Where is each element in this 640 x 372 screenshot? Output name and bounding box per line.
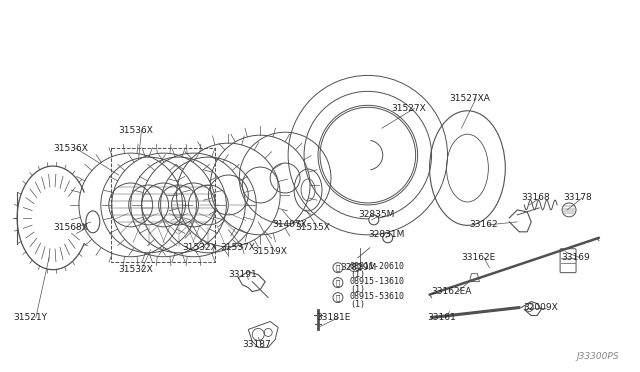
Text: 33162EA: 33162EA bbox=[431, 287, 472, 296]
Text: 32829M: 32829M bbox=[340, 263, 376, 272]
Text: 33162E: 33162E bbox=[461, 253, 496, 262]
Text: 31536X: 31536X bbox=[53, 144, 88, 153]
Text: 31521Y: 31521Y bbox=[13, 313, 47, 322]
Text: ⓜ: ⓜ bbox=[336, 279, 340, 286]
Text: 33161: 33161 bbox=[428, 313, 456, 322]
Text: 31527X: 31527X bbox=[392, 104, 426, 113]
Text: 31527XA: 31527XA bbox=[449, 94, 490, 103]
Text: 31519X: 31519X bbox=[252, 247, 287, 256]
Text: 08911-20610: 08911-20610 bbox=[350, 262, 405, 271]
Text: 31407X: 31407X bbox=[272, 220, 307, 230]
Text: ⓜ: ⓜ bbox=[336, 294, 340, 301]
Circle shape bbox=[383, 233, 393, 243]
Text: 31532X: 31532X bbox=[182, 243, 217, 252]
Text: 33178: 33178 bbox=[563, 193, 592, 202]
Text: 08915-53610: 08915-53610 bbox=[350, 292, 405, 301]
Text: 31515X: 31515X bbox=[295, 223, 330, 232]
Text: ⓝ: ⓝ bbox=[336, 264, 340, 271]
Text: 31537X: 31537X bbox=[220, 243, 255, 252]
Text: 32009X: 32009X bbox=[524, 303, 558, 312]
Text: 31536X: 31536X bbox=[119, 126, 154, 135]
Text: 31568X: 31568X bbox=[53, 223, 88, 232]
Text: 33191: 33191 bbox=[228, 270, 257, 279]
Text: (1): (1) bbox=[350, 285, 365, 294]
Circle shape bbox=[333, 278, 343, 288]
Text: 33162: 33162 bbox=[469, 220, 498, 230]
Text: J33300PS: J33300PS bbox=[577, 352, 619, 361]
Circle shape bbox=[333, 293, 343, 302]
Text: 32831M: 32831M bbox=[368, 230, 404, 239]
Circle shape bbox=[369, 215, 379, 225]
Text: 33187: 33187 bbox=[243, 340, 271, 349]
Text: 33168: 33168 bbox=[521, 193, 550, 202]
Text: (1): (1) bbox=[350, 300, 365, 309]
Text: 32835M: 32835M bbox=[358, 211, 394, 219]
Text: (1): (1) bbox=[350, 270, 365, 279]
Text: 31532X: 31532X bbox=[119, 265, 154, 274]
Text: 33181E: 33181E bbox=[316, 313, 350, 322]
Text: 33169: 33169 bbox=[561, 253, 590, 262]
Circle shape bbox=[333, 263, 343, 273]
Text: 08915-13610: 08915-13610 bbox=[350, 277, 405, 286]
